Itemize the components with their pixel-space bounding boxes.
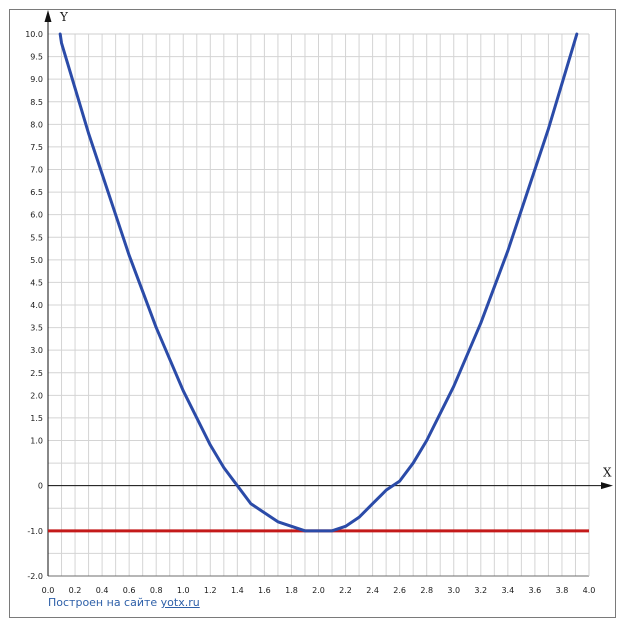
x-tick-label: 3.0 [447, 586, 460, 595]
footer-credit: Построен на сайте yotx.ru [48, 596, 200, 609]
x-tick-label: 0.2 [69, 586, 82, 595]
x-tick-label: 2.0 [312, 586, 325, 595]
y-tick-label: 4.0 [30, 301, 43, 310]
x-tick-label: 1.6 [258, 586, 271, 595]
y-tick-label: -1.0 [27, 527, 43, 536]
x-tick-label: 2.4 [366, 586, 379, 595]
y-tick-label: 9.0 [30, 75, 43, 84]
x-tick-label: 4.0 [583, 586, 596, 595]
x-tick-label: 2.8 [420, 586, 433, 595]
y-tick-label: 9.5 [30, 53, 43, 62]
y-tick-label: 5.0 [30, 256, 43, 265]
y-tick-label: 2.5 [30, 369, 43, 378]
y-tick-label: 3.0 [30, 346, 43, 355]
axes [44, 10, 613, 577]
y-tick-label: 7.5 [30, 143, 43, 152]
y-tick-label: 5.5 [30, 233, 43, 242]
x-tick-label: 1.8 [285, 586, 298, 595]
y-tick-label: 4.5 [30, 278, 43, 287]
y-axis-label: Y [59, 10, 69, 24]
y-tick-label: 1.0 [30, 437, 43, 446]
x-tick-label: 1.4 [231, 586, 244, 595]
grid [47, 33, 590, 577]
series [48, 32, 589, 533]
x-tick-label: 3.6 [529, 586, 542, 595]
y-tick-label: 2.0 [30, 391, 43, 400]
x-tick-label: 3.8 [556, 586, 569, 595]
y-tick-label: 0 [38, 482, 43, 491]
y-tick-label: 8.0 [30, 120, 43, 129]
y-tick-label: -2.0 [27, 572, 43, 581]
y-tick-label: 10.0 [25, 30, 43, 39]
chart-frame [9, 9, 616, 618]
series-line-parabola [58, 32, 579, 533]
x-tick-label: 0.6 [123, 586, 136, 595]
x-tick-label: 0.8 [150, 586, 163, 595]
y-tick-label: 7.0 [30, 166, 43, 175]
x-tick-label: 2.6 [393, 586, 406, 595]
x-tick-label: 1.2 [204, 586, 217, 595]
y-tick-label: 6.0 [30, 211, 43, 220]
x-tick-label: 3.4 [501, 586, 514, 595]
footer-link[interactable]: yotx.ru [160, 596, 200, 609]
y-axis-arrow [44, 10, 52, 22]
x-tick-label: 0.0 [42, 586, 55, 595]
tick-labels: 0.0 0.2 0.4 0.6 0.8 1.0 1.2 1.4 1.6 1.8 2.0 2.2 2.4 2… [25, 30, 595, 595]
x-tick-label: 2.2 [339, 586, 352, 595]
x-axis-label: X [603, 466, 612, 480]
footer-prefix: Построен на сайте [48, 596, 161, 609]
x-tick-label: 1.0 [177, 586, 190, 595]
y-tick-label: 1.5 [30, 414, 43, 423]
x-tick-label: 3.2 [474, 586, 487, 595]
y-tick-label: 3.5 [30, 324, 43, 333]
x-tick-label: 0.4 [96, 586, 109, 595]
y-tick-label: 8.5 [30, 98, 43, 107]
x-axis-arrow [601, 482, 613, 490]
y-tick-label: 6.5 [30, 188, 43, 197]
